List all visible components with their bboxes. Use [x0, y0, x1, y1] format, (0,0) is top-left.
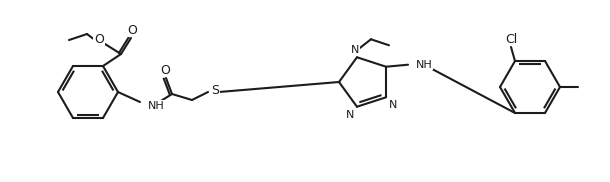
- Text: O: O: [94, 33, 104, 46]
- Text: N: N: [351, 45, 359, 55]
- Text: NH: NH: [416, 60, 432, 70]
- Text: O: O: [127, 23, 137, 37]
- Text: NH: NH: [148, 101, 165, 111]
- Text: S: S: [211, 84, 219, 96]
- Text: O: O: [160, 64, 170, 76]
- Text: N: N: [346, 110, 354, 120]
- Text: Cl: Cl: [505, 33, 517, 46]
- Text: N: N: [389, 100, 397, 110]
